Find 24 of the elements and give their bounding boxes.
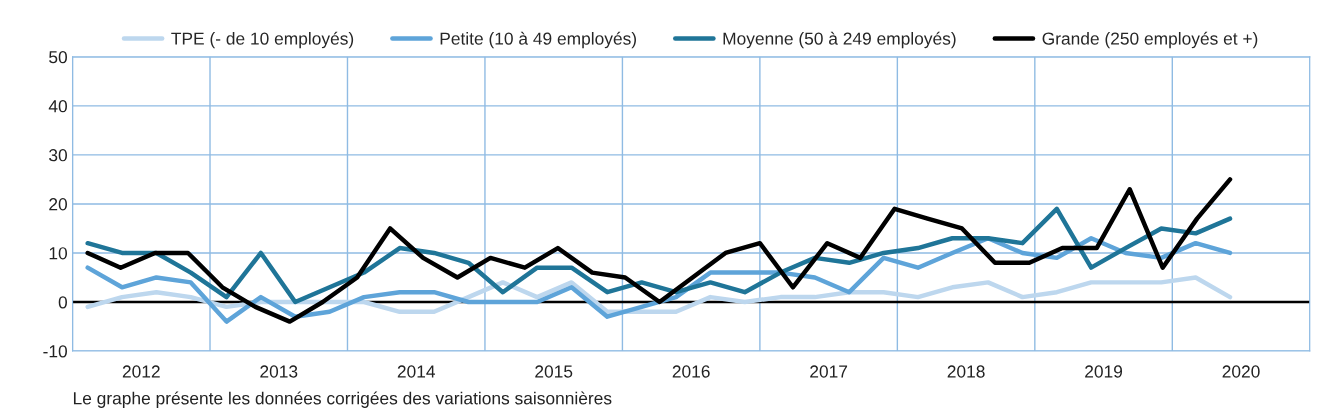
- legend-label: Petite (10 à 49 employés): [440, 31, 636, 49]
- x-tick-label: 2013: [260, 365, 298, 378]
- line-series: [85, 275, 1233, 315]
- line-series: [85, 236, 1233, 324]
- x-tick-label: 2020: [1222, 365, 1260, 378]
- x-tick-label: 2014: [397, 365, 436, 378]
- text: Le graphe présente les données corrigées des variations saisonnières: [73, 391, 612, 408]
- x-tick-label: 2012: [122, 365, 160, 378]
- legend-label: TPE (- de 10 employés): [171, 31, 354, 49]
- x-tick-label: 2017: [810, 365, 848, 378]
- legend-label: Moyenne (50 à 249 employés): [723, 31, 956, 49]
- legend-label: Grande (250 employés et +): [1042, 31, 1258, 49]
- y-tick-label: 20: [49, 198, 68, 211]
- x-tick-label: 2015: [535, 365, 573, 378]
- x-tick-label: 2018: [947, 365, 985, 378]
- line-series: [85, 206, 1233, 305]
- y-tick-label: 0: [58, 296, 68, 309]
- x-tick-label: 2019: [1085, 365, 1123, 378]
- y-tick-label: 40: [48, 100, 68, 113]
- y-tick-label: -10: [43, 345, 68, 358]
- y-tick-label: 30: [49, 149, 68, 162]
- y-tick-label: 10: [49, 247, 68, 260]
- x-tick-label: 2016: [672, 365, 710, 378]
- y-tick-label: 50: [49, 51, 68, 64]
